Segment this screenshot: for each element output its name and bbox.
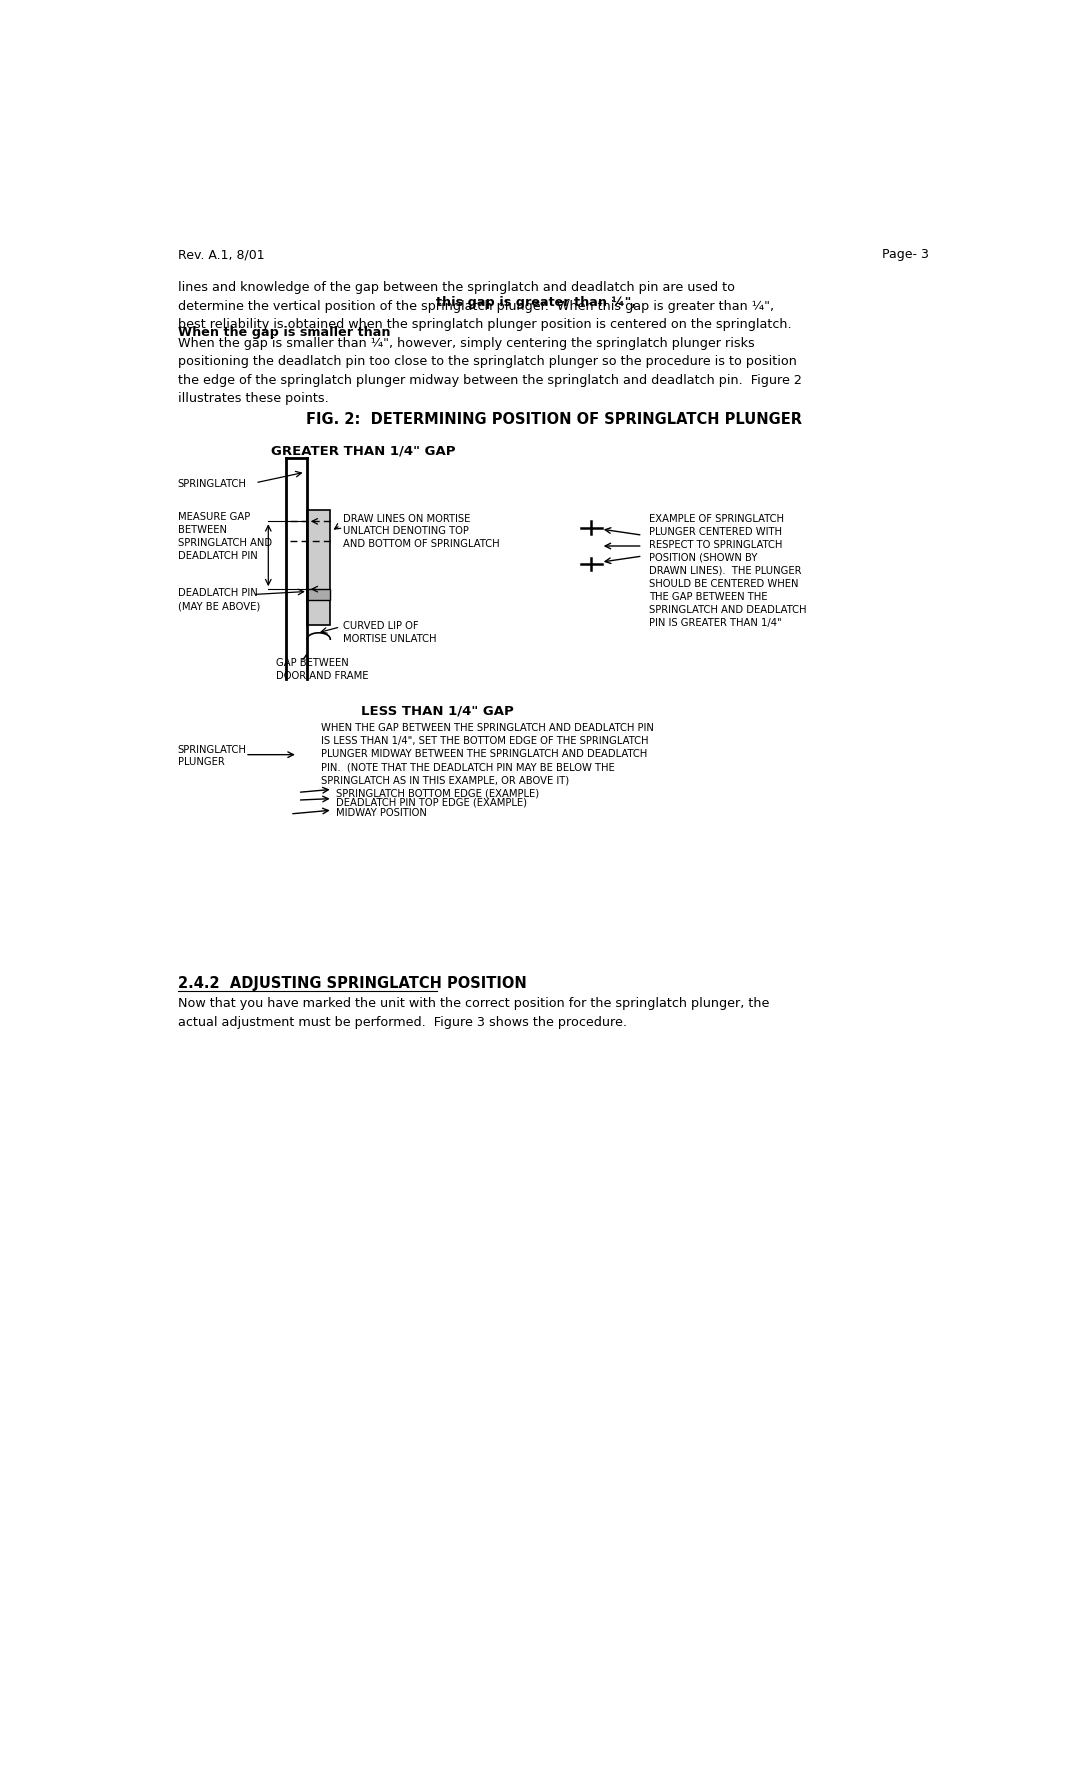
Text: WHEN THE GAP BETWEEN THE SPRINGLATCH AND DEADLATCH PIN
IS LESS THAN 1/4", SET TH: WHEN THE GAP BETWEEN THE SPRINGLATCH AND… bbox=[321, 724, 653, 786]
Text: GREATER THAN 1/4" GAP: GREATER THAN 1/4" GAP bbox=[271, 444, 456, 457]
Text: Now that you have marked the unit with the correct position for the springlatch : Now that you have marked the unit with t… bbox=[177, 997, 769, 1029]
Bar bbox=[307, 589, 330, 599]
Text: DRAW LINES ON MORTISE
UNLATCH DENOTING TOP
AND BOTTOM OF SPRINGLATCH: DRAW LINES ON MORTISE UNLATCH DENOTING T… bbox=[342, 514, 499, 549]
Text: SPRINGLATCH: SPRINGLATCH bbox=[177, 478, 246, 489]
Text: Rev. A.1, 8/01: Rev. A.1, 8/01 bbox=[177, 247, 265, 261]
Text: SPRINGLATCH BOTTOM EDGE (EXAMPLE): SPRINGLATCH BOTTOM EDGE (EXAMPLE) bbox=[337, 789, 540, 798]
Text: EXAMPLE OF SPRINGLATCH
PLUNGER CENTERED WITH
RESPECT TO SPRINGLATCH
POSITION (SH: EXAMPLE OF SPRINGLATCH PLUNGER CENTERED … bbox=[649, 514, 807, 628]
Text: MIDWAY POSITION: MIDWAY POSITION bbox=[337, 807, 428, 818]
Text: 2.4.2  ADJUSTING SPRINGLATCH POSITION: 2.4.2 ADJUSTING SPRINGLATCH POSITION bbox=[177, 976, 526, 990]
Text: FIG. 2:  DETERMINING POSITION OF SPRINGLATCH PLUNGER: FIG. 2: DETERMINING POSITION OF SPRINGLA… bbox=[306, 412, 801, 427]
Text: DEADLATCH PIN
(MAY BE ABOVE): DEADLATCH PIN (MAY BE ABOVE) bbox=[177, 589, 260, 612]
Text: this gap is greater than ¼",: this gap is greater than ¼", bbox=[435, 297, 636, 309]
Text: When the gap is smaller than: When the gap is smaller than bbox=[177, 325, 390, 340]
Text: lines and knowledge of the gap between the springlatch and deadlatch pin are use: lines and knowledge of the gap between t… bbox=[177, 281, 801, 405]
Text: CURVED LIP OF
MORTISE UNLATCH: CURVED LIP OF MORTISE UNLATCH bbox=[342, 622, 436, 644]
Text: SPRINGLATCH
PLUNGER: SPRINGLATCH PLUNGER bbox=[177, 745, 246, 768]
Text: DEADLATCH PIN TOP EDGE (EXAMPLE): DEADLATCH PIN TOP EDGE (EXAMPLE) bbox=[337, 798, 527, 807]
Text: MEASURE GAP
BETWEEN
SPRINGLATCH AND
DEADLATCH PIN: MEASURE GAP BETWEEN SPRINGLATCH AND DEAD… bbox=[177, 512, 272, 560]
Bar bbox=[307, 510, 330, 626]
Text: LESS THAN 1/4" GAP: LESS THAN 1/4" GAP bbox=[361, 704, 514, 718]
Text: GAP BETWEEN
DOOR AND FRAME: GAP BETWEEN DOOR AND FRAME bbox=[276, 658, 368, 681]
Text: Page- 3: Page- 3 bbox=[882, 247, 930, 261]
